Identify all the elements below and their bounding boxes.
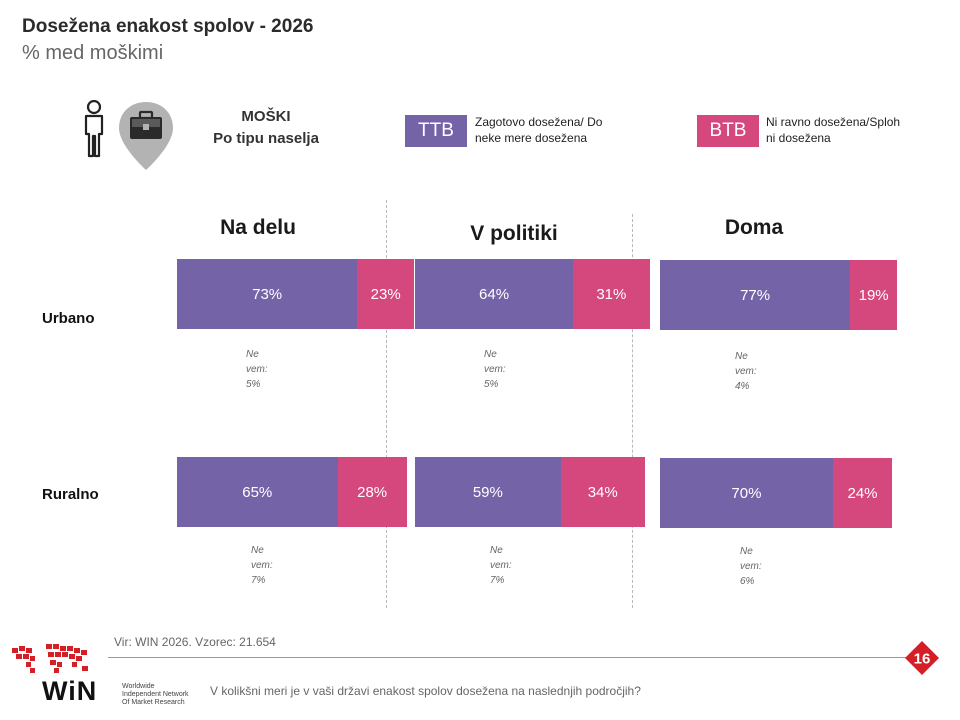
win-logo-tagline-2: Independent Network xyxy=(122,691,189,698)
stacked-bar: 59% 34% xyxy=(415,457,645,527)
footer-divider xyxy=(108,657,926,658)
bar-segment-btb: 23% xyxy=(357,259,415,329)
person-icon xyxy=(84,100,104,158)
dont-know-word-1: Ne xyxy=(740,546,753,557)
page-title: Dosežena enakost spolov - 2026 xyxy=(22,16,314,37)
legend-btb-text-line2: ni dosežena xyxy=(766,131,831,145)
page-number: 16 xyxy=(914,651,931,668)
bar-segment-btb: 28% xyxy=(337,457,407,527)
legend-btb-label: BTB xyxy=(709,120,747,141)
dont-know-word-1: Ne xyxy=(251,545,264,556)
source-note: Vir: WIN 2026. Vzorec: 21.654 xyxy=(114,635,276,649)
dont-know-value: 7% xyxy=(490,575,505,586)
dont-know-label: Ne vem: 7% xyxy=(251,543,291,588)
stacked-bar: 73% 23% xyxy=(177,259,415,329)
legend-btb-text-line1: Ni ravno dosežena/Sploh xyxy=(766,115,901,129)
briefcase-pin-icon xyxy=(119,102,173,170)
panel-title: V politiki xyxy=(470,222,558,245)
bar-segment-ttb: 77% xyxy=(660,260,851,330)
panel-title: Doma xyxy=(724,216,784,239)
win-logo-tagline-3: Of Market Research xyxy=(122,699,185,706)
bar-segment-btb: 24% xyxy=(832,458,893,528)
group-label-gender: MOŠKI xyxy=(241,108,291,125)
bar-segment-ttb: 59% xyxy=(415,457,561,527)
legend-ttb-text-line2: neke mere dosežena xyxy=(475,131,588,145)
legend-btb-text: Ni ravno dosežena/Sploh ni dosežena xyxy=(766,114,900,146)
dont-know-label: Ne vem: 4% xyxy=(735,349,775,394)
dont-know-word-1: Ne xyxy=(484,349,497,360)
group-label: MOŠKI Po tipu naselja xyxy=(200,106,332,150)
dont-know-word-1: Ne xyxy=(246,349,259,360)
bar-segment-btb: 31% xyxy=(573,259,650,329)
dont-know-value: 5% xyxy=(484,379,499,390)
stacked-bar: 77% 19% xyxy=(660,260,898,330)
legend-ttb-box: TTB xyxy=(405,115,467,147)
legend-ttb-text: Zagotovo dosežena/ Do neke mere dosežena xyxy=(475,114,602,146)
win-logo-tagline: Worldwide Independent Network Of Market … xyxy=(122,683,189,707)
world-map-icon xyxy=(12,644,88,673)
win-logo-tagline-1: Worldwide xyxy=(122,683,155,690)
bar-segment-btb: 34% xyxy=(560,457,645,527)
dont-know-label: Ne vem: 5% xyxy=(484,347,524,392)
win-logo-text: WiN xyxy=(42,676,98,706)
stacked-bar: 65% 28% xyxy=(177,457,407,527)
dont-know-word-1: Ne xyxy=(490,545,503,556)
legend-ttb-label: TTB xyxy=(418,120,454,141)
bar-segment-ttb: 70% xyxy=(660,458,833,528)
bar-segment-ttb: 65% xyxy=(177,457,338,527)
bar-segment-ttb: 73% xyxy=(177,259,358,329)
dont-know-value: 6% xyxy=(740,576,755,587)
dont-know-value: 5% xyxy=(246,379,261,390)
row-label-ruralno: Ruralno xyxy=(42,486,99,503)
bar-segment-ttb: 64% xyxy=(415,259,574,329)
dont-know-word-2: vem: xyxy=(490,560,512,571)
panel-divider xyxy=(386,200,387,608)
panel-divider xyxy=(632,214,633,608)
stacked-bar: 70% 24% xyxy=(660,458,893,528)
page-subtitle: % med moškimi xyxy=(22,42,164,64)
dont-know-label: Ne vem: 5% xyxy=(246,347,286,392)
dont-know-word-2: vem: xyxy=(251,560,273,571)
dont-know-value: 4% xyxy=(735,381,750,392)
legend-btb-box: BTB xyxy=(697,115,759,147)
bar-segment-btb: 19% xyxy=(850,260,898,330)
dont-know-word-2: vem: xyxy=(246,364,268,375)
survey-question: V kolikšni meri je v vaši državi enakost… xyxy=(210,684,641,698)
group-label-breakdown: Po tipu naselja xyxy=(213,130,319,147)
legend-ttb-text-line1: Zagotovo dosežena/ Do xyxy=(475,115,603,129)
panel-title: Na delu xyxy=(220,216,296,239)
dont-know-word-1: Ne xyxy=(735,351,748,362)
dont-know-value: 7% xyxy=(251,575,266,586)
dont-know-word-2: vem: xyxy=(735,366,757,377)
row-label-urbano: Urbano xyxy=(42,310,95,327)
dont-know-label: Ne vem: 6% xyxy=(740,544,780,589)
dont-know-label: Ne vem: 7% xyxy=(490,543,530,588)
stacked-bar: 64% 31% xyxy=(415,259,650,329)
page-number-badge: 16 xyxy=(905,641,939,675)
dont-know-word-2: vem: xyxy=(484,364,506,375)
dont-know-word-2: vem: xyxy=(740,561,762,572)
